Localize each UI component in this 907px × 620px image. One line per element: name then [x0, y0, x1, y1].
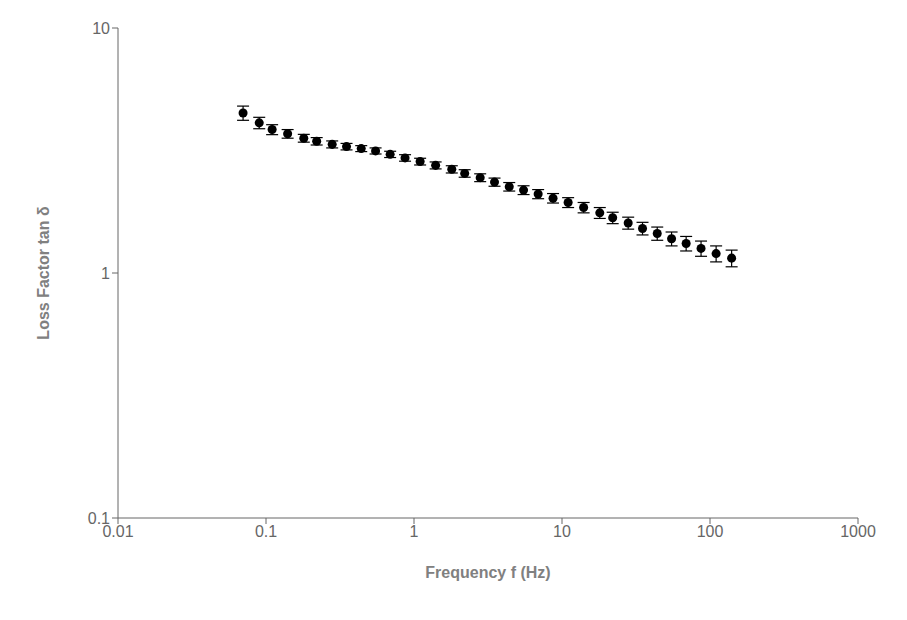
svg-text:Loss Factor tan δ: Loss Factor tan δ	[35, 206, 52, 340]
svg-text:1: 1	[410, 523, 419, 540]
svg-text:10: 10	[553, 523, 571, 540]
svg-text:0.01: 0.01	[102, 523, 134, 541]
svg-text:0.1: 0.1	[255, 523, 277, 540]
svg-text:10: 10	[92, 20, 110, 37]
svg-text:0.1: 0.1	[88, 510, 110, 527]
svg-text:100: 100	[697, 523, 724, 540]
svg-text:Frequency f (Hz): Frequency f (Hz)	[425, 564, 550, 581]
svg-text:1: 1	[101, 265, 110, 282]
svg-text:1000: 1000	[840, 523, 876, 540]
